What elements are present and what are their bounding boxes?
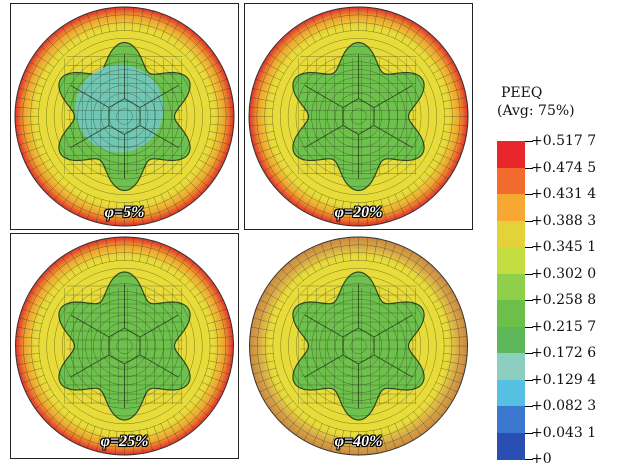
legend-tick-mark: [525, 194, 533, 195]
legend-tick-mark: [525, 273, 533, 275]
legend-tick-mark: [525, 432, 533, 434]
mesh-cross-section: [10, 3, 239, 230]
legend-swatch: [497, 379, 525, 407]
legend-swatch: [497, 167, 525, 195]
legend-swatch: [497, 406, 525, 433]
legend-tick-label: +0.474 5: [531, 159, 597, 176]
contour-panel-4: φ=40%: [244, 233, 473, 459]
mesh-cross-section: [249, 236, 468, 456]
legend-tick-label: +0.129 4: [531, 371, 597, 388]
legend-tick-label: +0.172 6: [531, 345, 597, 361]
legend-tick-mark: [525, 379, 533, 381]
legend-swatch: [497, 326, 525, 354]
legend-swatch: [497, 141, 525, 168]
legend-tick-mark: [525, 141, 533, 142]
contour-panel-2: φ=20%: [244, 3, 473, 230]
legend-tick-label: +0: [531, 451, 552, 467]
legend-swatch: [497, 353, 525, 380]
legend-tick-mark: [525, 167, 533, 169]
mesh-cross-section: [10, 233, 239, 459]
legend-swatch: [497, 247, 525, 274]
legend-tick-label: +0.258 8: [531, 292, 597, 308]
legend-swatch: [497, 273, 525, 301]
legend-tick-mark: [525, 406, 533, 407]
legend-tick-mark: [525, 220, 533, 222]
legend-tick-label: +0.043 1: [531, 424, 597, 441]
contour-panel-3: φ=25%: [10, 233, 239, 459]
legend-color-bar: [497, 141, 525, 460]
legend-tick-label: +0.388 3: [531, 212, 597, 229]
legend-tick-mark: [525, 300, 533, 301]
legend-tick-label: +0.215 7: [531, 318, 597, 335]
legend-tick-label: +0.302 0: [531, 265, 597, 282]
legend-tick-mark: [525, 247, 533, 248]
legend-swatch: [497, 300, 525, 327]
legend-tick-mark: [525, 353, 533, 354]
legend-tick-mark: [525, 326, 533, 328]
mesh-cross-section: [244, 3, 473, 230]
legend-tick-label: +0.517 7: [531, 133, 597, 149]
legend-subtitle: (Avg: 75%): [497, 103, 575, 119]
legend-title: PEEQ: [501, 85, 543, 101]
legend-tick-label: +0.082 3: [531, 398, 597, 414]
legend-tick-label: +0.431 4: [531, 186, 597, 202]
legend-swatch: [497, 194, 525, 221]
contour-panel-1: φ=5%: [10, 3, 239, 230]
legend-swatch: [497, 432, 525, 460]
legend-tick-label: +0.345 1: [531, 239, 597, 255]
legend-swatch: [497, 220, 525, 248]
peeq-legend: PEEQ (Avg: 75%) +0.517 7 +0.474 5 +0.431 4…: [495, 85, 623, 466]
